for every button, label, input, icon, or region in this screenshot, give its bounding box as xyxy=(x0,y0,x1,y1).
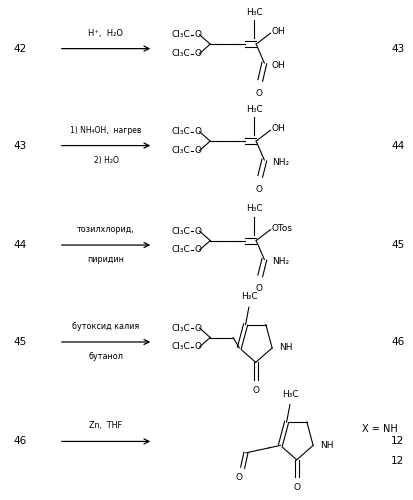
Text: 12: 12 xyxy=(391,456,404,466)
Text: O: O xyxy=(256,284,263,294)
Text: H₃C: H₃C xyxy=(282,390,299,398)
Text: O: O xyxy=(293,483,300,492)
Text: Cl₃C: Cl₃C xyxy=(172,49,190,58)
Text: бутоксид калия: бутоксид калия xyxy=(72,322,140,331)
Text: Cl₃C: Cl₃C xyxy=(172,146,190,155)
Text: O: O xyxy=(195,342,202,351)
Text: NH₂: NH₂ xyxy=(272,258,289,266)
Text: O: O xyxy=(252,386,259,394)
Text: H₃C: H₃C xyxy=(246,204,262,213)
Text: 46: 46 xyxy=(391,337,404,347)
Text: Cl₃C: Cl₃C xyxy=(172,246,190,254)
Text: O: O xyxy=(236,472,243,482)
Text: O: O xyxy=(195,226,202,235)
Text: NH: NH xyxy=(320,441,334,450)
Text: H₃C: H₃C xyxy=(241,292,258,301)
Text: 43: 43 xyxy=(14,140,27,150)
Text: O: O xyxy=(195,127,202,136)
Text: OH: OH xyxy=(272,27,285,36)
Text: O: O xyxy=(195,246,202,254)
Text: O: O xyxy=(256,89,263,98)
Text: 2) H₂O: 2) H₂O xyxy=(94,156,119,164)
Text: H₃C: H₃C xyxy=(246,105,262,114)
Text: O: O xyxy=(195,146,202,155)
Text: H⁺,  H₂O: H⁺, H₂O xyxy=(88,28,123,38)
Text: OH: OH xyxy=(272,124,285,133)
Text: тозилхлорид,: тозилхлорид, xyxy=(77,225,135,234)
Text: X = NH: X = NH xyxy=(362,424,398,434)
Text: 44: 44 xyxy=(14,240,27,250)
Text: Cl₃C: Cl₃C xyxy=(172,324,190,332)
Text: 45: 45 xyxy=(14,337,27,347)
Text: O: O xyxy=(256,185,263,194)
Text: O: O xyxy=(195,30,202,39)
Text: 42: 42 xyxy=(14,44,27,54)
Text: 12: 12 xyxy=(391,436,404,446)
Text: Cl₃C: Cl₃C xyxy=(172,30,190,39)
Text: 43: 43 xyxy=(391,44,404,54)
Text: H₃C: H₃C xyxy=(246,8,262,17)
Text: 46: 46 xyxy=(14,436,27,446)
Text: бутанол: бутанол xyxy=(88,352,123,361)
Text: O: O xyxy=(195,49,202,58)
Text: Zn,  THF: Zn, THF xyxy=(90,422,123,430)
Text: 45: 45 xyxy=(391,240,404,250)
Text: 44: 44 xyxy=(391,140,404,150)
Text: 1) NH₄OH,  нагрев: 1) NH₄OH, нагрев xyxy=(70,126,142,134)
Text: Cl₃C: Cl₃C xyxy=(172,342,190,351)
Text: Cl₃C: Cl₃C xyxy=(172,226,190,235)
Text: пиридин: пиридин xyxy=(88,255,124,264)
Text: O: O xyxy=(195,324,202,332)
Text: Cl₃C: Cl₃C xyxy=(172,127,190,136)
Text: OH: OH xyxy=(272,61,285,70)
Text: NH: NH xyxy=(280,344,293,352)
Text: OTos: OTos xyxy=(272,224,293,232)
Text: NH₂: NH₂ xyxy=(272,158,289,167)
